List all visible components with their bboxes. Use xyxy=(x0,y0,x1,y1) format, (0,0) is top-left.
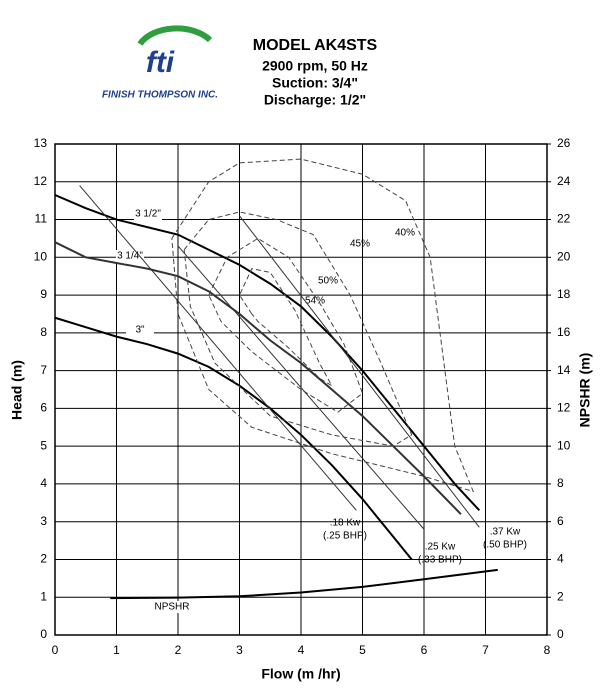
curve-label: 40% xyxy=(395,228,415,239)
curve-label: 50% xyxy=(318,276,338,287)
y2-tick-label: 6 xyxy=(557,514,564,528)
y-tick-label: 3 xyxy=(40,514,47,528)
x-tick-label: 4 xyxy=(298,643,305,657)
curve-label: 54% xyxy=(305,296,325,307)
y-tick-label: 11 xyxy=(35,212,48,226)
y2-tick-label: 18 xyxy=(557,287,571,301)
curve-label: .25 Kw xyxy=(425,542,456,553)
y-tick-label: 5 xyxy=(40,438,47,452)
y-tick-label: 6 xyxy=(40,401,47,415)
y2-tick-label: 16 xyxy=(557,325,571,339)
y-tick-label: 10 xyxy=(34,249,48,263)
curve-label: 3 1/4" xyxy=(117,251,143,262)
y2-tick-label: 8 xyxy=(557,476,564,490)
y-tick-label: 8 xyxy=(40,325,47,339)
subtitle: Discharge: 1/2" xyxy=(264,92,366,108)
subtitle: Suction: 3/4" xyxy=(272,75,358,91)
curve xyxy=(239,215,480,528)
y-tick-label: 0 xyxy=(40,627,47,641)
y2-tick-label: 24 xyxy=(557,174,571,188)
y-axis-label: Head (m) xyxy=(9,360,25,420)
curve-label: .18 Kw xyxy=(330,518,361,529)
curve xyxy=(54,194,481,512)
curve xyxy=(54,241,462,515)
y-tick-label: 9 xyxy=(40,287,47,301)
curve xyxy=(54,316,413,561)
curve xyxy=(208,237,364,413)
y2-tick-label: 12 xyxy=(557,401,571,415)
curve xyxy=(110,568,498,600)
label-bg xyxy=(158,601,186,613)
label-bg xyxy=(126,324,154,336)
y-tick-label: 2 xyxy=(40,552,47,566)
curve xyxy=(177,245,425,530)
y2-tick-label: 20 xyxy=(557,249,571,263)
curve-label: 45% xyxy=(350,239,370,250)
y-tick-label: 4 xyxy=(40,476,47,490)
x-tick-label: 7 xyxy=(482,643,489,657)
x-tick-label: 2 xyxy=(175,643,182,657)
curve-note: (.33 BHP) xyxy=(418,555,462,566)
y2-tick-label: 4 xyxy=(557,552,564,566)
curve xyxy=(171,158,475,493)
label-bg xyxy=(134,208,162,220)
y2-tick-label: 0 xyxy=(557,627,564,641)
plot-frame xyxy=(54,143,548,636)
x-tick-label: 6 xyxy=(421,643,428,657)
curve-label: 3" xyxy=(135,325,145,336)
chart-title: MODEL AK4STS xyxy=(253,37,378,54)
y-tick-label: 12 xyxy=(34,174,48,188)
y2-axis-label: NPSHR (m) xyxy=(577,353,593,428)
x-tick-label: 3 xyxy=(236,643,243,657)
x-tick-label: 8 xyxy=(544,643,551,657)
y-tick-label: 13 xyxy=(34,136,48,150)
x-tick-label: 0 xyxy=(52,643,59,657)
curve xyxy=(183,211,413,447)
curve xyxy=(238,268,334,388)
y-tick-label: 7 xyxy=(40,363,47,377)
curve-label: 3 1/2" xyxy=(135,209,161,220)
curve-note: (.50 BHP) xyxy=(483,540,527,551)
logo-arc xyxy=(137,25,213,46)
y2-tick-label: 22 xyxy=(557,212,571,226)
curve xyxy=(79,185,357,511)
y-tick-label: 1 xyxy=(40,589,47,603)
curve-note: (.25 BHP) xyxy=(323,531,367,542)
x-tick-label: 1 xyxy=(113,643,120,657)
x-tick-label: 5 xyxy=(359,643,366,657)
curve-label: NPSHR xyxy=(154,602,189,613)
y2-tick-label: 2 xyxy=(557,589,564,603)
y2-tick-label: 14 xyxy=(557,363,571,377)
curve-label: .37 Kw xyxy=(490,527,521,538)
y2-tick-label: 26 xyxy=(557,136,571,150)
logo-company: FINISH THOMPSON INC. xyxy=(102,90,218,101)
subtitle: 2900 rpm, 50 Hz xyxy=(262,58,368,74)
x-axis-label: Flow (m /hr) xyxy=(261,666,340,682)
logo-mark: fti xyxy=(146,46,175,79)
y2-tick-label: 10 xyxy=(557,438,571,452)
